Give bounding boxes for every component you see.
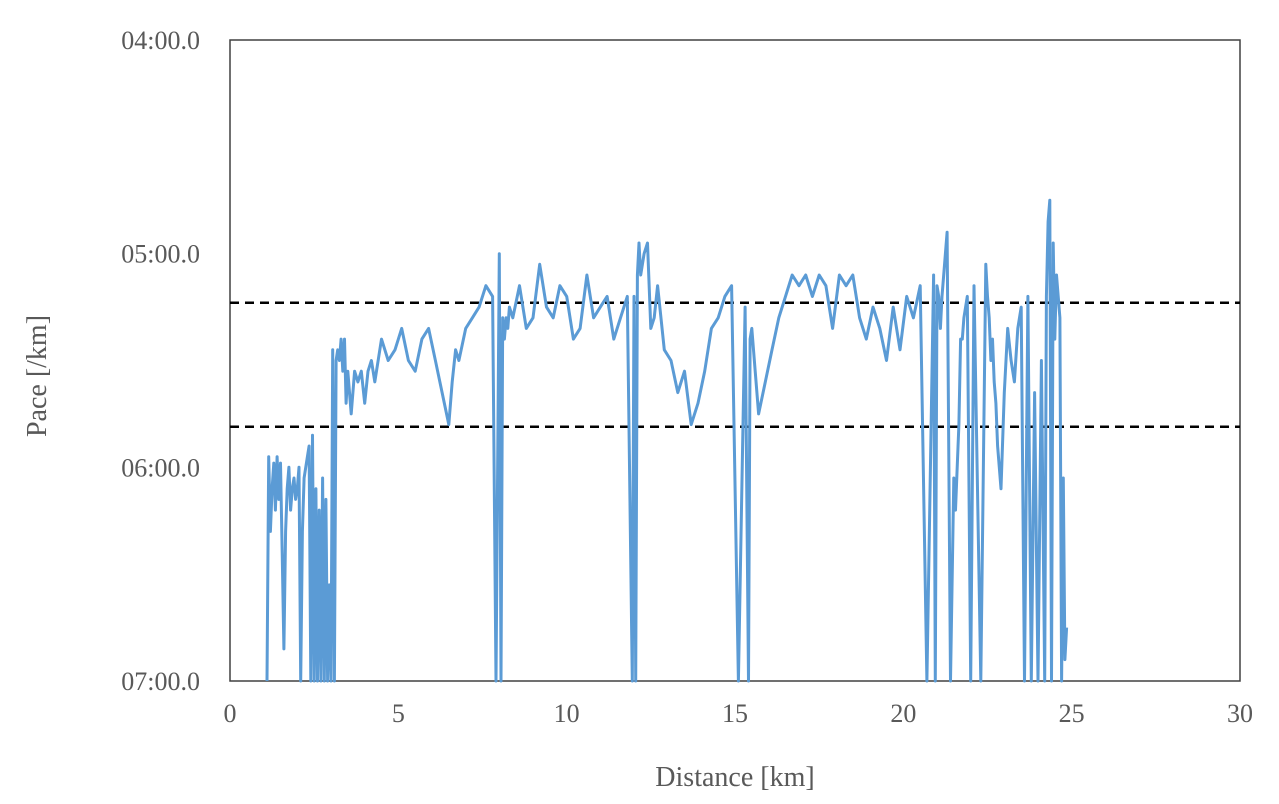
y-axis-title: Pace [/km] (22, 315, 53, 437)
y-tick-label: 05:00.0 (121, 240, 200, 269)
x-axis-ticks: 0 5 10 15 20 25 30 (224, 699, 1254, 728)
pace-series-line (265, 198, 1069, 683)
reference-lines (230, 301, 1240, 428)
x-tick-label: 10 (554, 699, 580, 728)
y-axis-ticks: 04:00.0 05:00.0 06:00.0 07:00.0 (121, 26, 200, 696)
y-tick-label: 04:00.0 (121, 26, 200, 55)
x-tick-label: 30 (1227, 699, 1253, 728)
series-group (265, 198, 1069, 683)
x-tick-label: 25 (1059, 699, 1085, 728)
y-tick-label: 06:00.0 (121, 453, 200, 482)
x-tick-label: 0 (224, 699, 237, 728)
x-axis-title: Distance [km] (655, 762, 814, 793)
plot-area (229, 39, 1241, 682)
x-tick-label: 20 (890, 699, 916, 728)
y-tick-label: 07:00.0 (121, 667, 200, 696)
x-tick-label: 5 (392, 699, 405, 728)
x-tick-label: 15 (722, 699, 748, 728)
